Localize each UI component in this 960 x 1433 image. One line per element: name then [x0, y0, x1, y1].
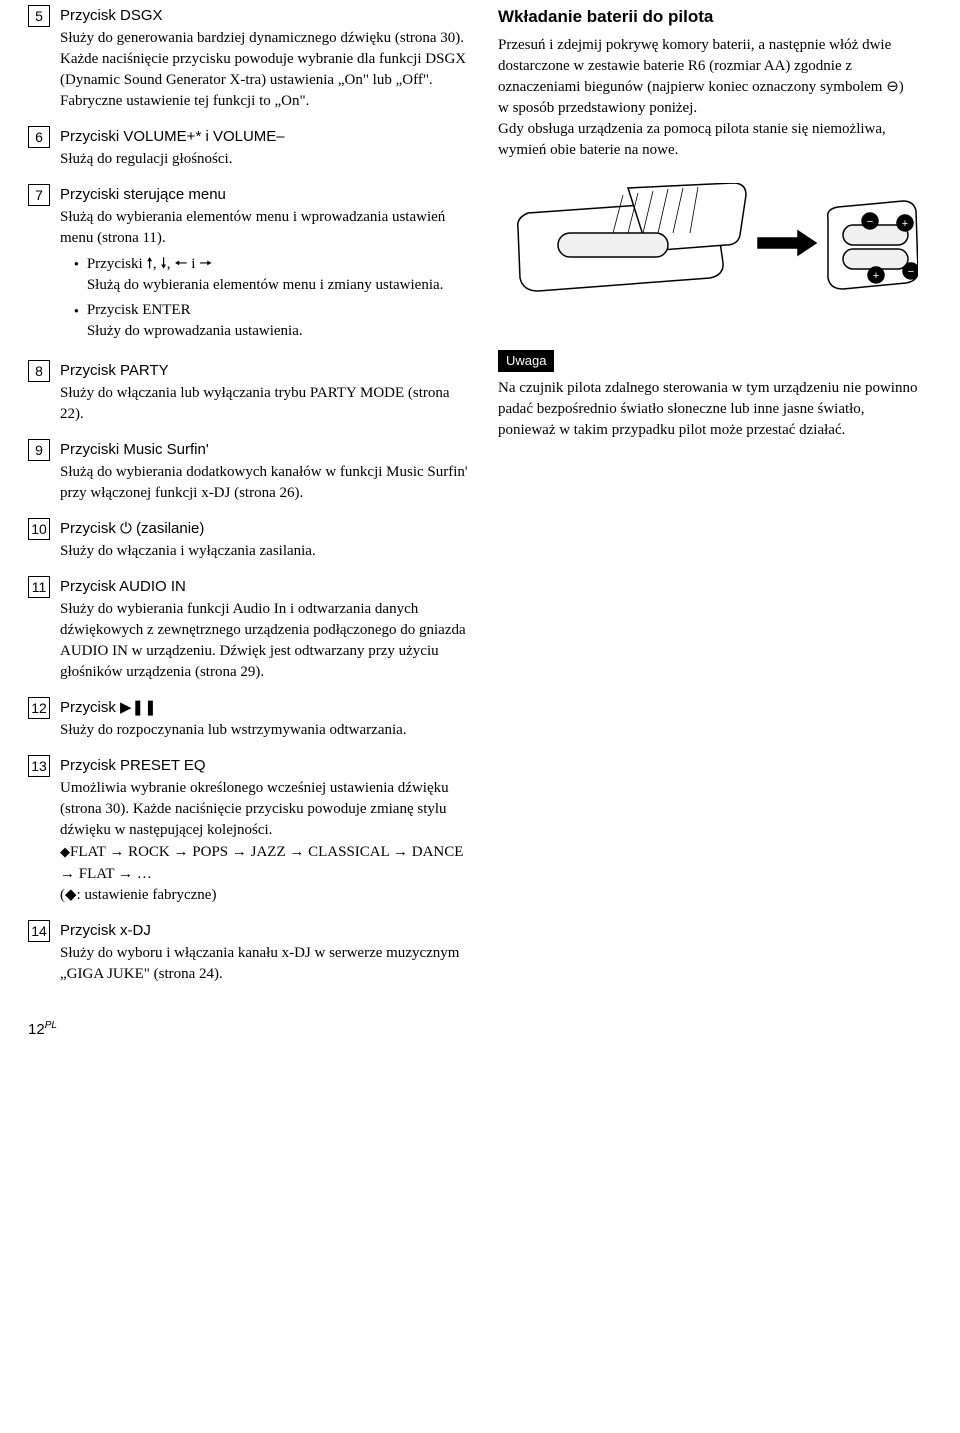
item-desc: Służy do włączania i wyłączania zasilani…	[60, 541, 468, 562]
note-label: Uwaga	[498, 350, 554, 372]
list-item: 13 Przycisk PRESET EQ Umożliwia wybranie…	[28, 755, 468, 906]
item-number: 14	[28, 920, 50, 942]
item-number: 7	[28, 184, 50, 206]
item-desc: Służy do włączania lub wyłączania trybu …	[60, 383, 468, 425]
item-title: Przyciski Music Surfin'	[60, 439, 468, 460]
item-body: Przycisk PARTY Służy do włączania lub wy…	[60, 360, 468, 425]
svg-text:+: +	[873, 270, 879, 282]
note-text: Na czujnik pilota zdalnego sterowania w …	[498, 378, 918, 441]
svg-text:+: +	[902, 218, 908, 230]
item-body: Przycisk ⏻ (zasilanie) Służy do włączani…	[60, 518, 468, 562]
item-number: 5	[28, 5, 50, 27]
item-title: Przycisk PARTY	[60, 360, 468, 381]
item-body: Przyciski sterujące menu Służą do wybier…	[60, 184, 468, 346]
svg-text:−: −	[867, 216, 873, 228]
list-item: 11 Przycisk AUDIO IN Służy do wybierania…	[28, 576, 468, 683]
item-body: Przycisk x-DJ Służy do wyboru i włączani…	[60, 920, 468, 985]
item-desc: Umożliwia wybranie określonego wcześniej…	[60, 778, 468, 841]
item-desc: Służy do wybierania funkcji Audio In i o…	[60, 599, 468, 683]
item-body: Przycisk DSGX Służy do generowania bardz…	[60, 5, 468, 112]
list-item: 7 Przyciski sterujące menu Służą do wybi…	[28, 184, 468, 346]
item-body: Przyciski Music Surfin' Służą do wybiera…	[60, 439, 468, 504]
item-number: 6	[28, 126, 50, 148]
item-number: 8	[28, 360, 50, 382]
item-desc: Służy do generowania bardziej dynamiczne…	[60, 28, 468, 112]
list-item: 14 Przycisk x-DJ Służy do wyboru i włącz…	[28, 920, 468, 985]
item-body: Przycisk PRESET EQ Umożliwia wybranie ok…	[60, 755, 468, 906]
item-desc: Służą do wybierania elementów menu i wpr…	[60, 207, 468, 249]
item-number: 9	[28, 439, 50, 461]
item-title: Przycisk x-DJ	[60, 920, 468, 941]
item-number: 12	[28, 697, 50, 719]
item-title: Przycisk DSGX	[60, 5, 468, 26]
eq-sequence: ◆FLAT → ROCK → POPS → JAZZ → CLASSICAL →…	[60, 841, 468, 885]
eq-sequence-note: (◆: ustawienie fabryczne)	[60, 885, 468, 906]
list-item: 10 Przycisk ⏻ (zasilanie) Służy do włącz…	[28, 518, 468, 562]
right-column: Wkładanie baterii do pilota Przesuń i zd…	[498, 5, 918, 999]
left-column: 5 Przycisk DSGX Służy do generowania bar…	[28, 5, 468, 999]
battery-text-1: Przesuń i zdejmij pokrywę komory baterii…	[498, 35, 918, 161]
bullet-item: Przycisk ENTERSłuży do wprowadzania usta…	[74, 300, 468, 342]
item-number: 13	[28, 755, 50, 777]
item-number: 11	[28, 576, 50, 598]
svg-text:−: −	[908, 266, 914, 278]
list-item: 5 Przycisk DSGX Służy do generowania bar…	[28, 5, 468, 112]
item-title: Przycisk ▶❚❚	[60, 697, 468, 718]
battery-illustration: − + + −	[498, 183, 918, 323]
item-desc: Służy do wyboru i włączania kanału x-DJ …	[60, 943, 468, 985]
item-body: Przyciski VOLUME+* i VOLUME– Służą do re…	[60, 126, 468, 170]
list-item: 12 Przycisk ▶❚❚ Służy do rozpoczynania l…	[28, 697, 468, 741]
item-desc: Służy do rozpoczynania lub wstrzymywania…	[60, 720, 468, 741]
bullet-item: Przyciski 🠕, 🠗, 🠔 i 🠖Służą do wybierania…	[74, 253, 468, 296]
item-desc: Służą do wybierania dodatkowych kanałów …	[60, 462, 468, 504]
item-title: Przycisk ⏻ (zasilanie)	[60, 518, 468, 539]
item-body: Przycisk AUDIO IN Służy do wybierania fu…	[60, 576, 468, 683]
item-body: Przycisk ▶❚❚ Służy do rozpoczynania lub …	[60, 697, 468, 741]
list-item: 9 Przyciski Music Surfin' Służą do wybie…	[28, 439, 468, 504]
item-desc: Służą do regulacji głośności.	[60, 149, 468, 170]
page-number: 12PL	[28, 1019, 932, 1040]
item-title: Przycisk PRESET EQ	[60, 755, 468, 776]
battery-heading: Wkładanie baterii do pilota	[498, 5, 918, 29]
list-item: 8 Przycisk PARTY Służy do włączania lub …	[28, 360, 468, 425]
item-title: Przyciski VOLUME+* i VOLUME–	[60, 126, 468, 147]
item-title: Przycisk AUDIO IN	[60, 576, 468, 597]
item-number: 10	[28, 518, 50, 540]
bullet-list: Przyciski 🠕, 🠗, 🠔 i 🠖Służą do wybierania…	[60, 253, 468, 342]
list-item: 6 Przyciski VOLUME+* i VOLUME– Służą do …	[28, 126, 468, 170]
item-title: Przyciski sterujące menu	[60, 184, 468, 205]
